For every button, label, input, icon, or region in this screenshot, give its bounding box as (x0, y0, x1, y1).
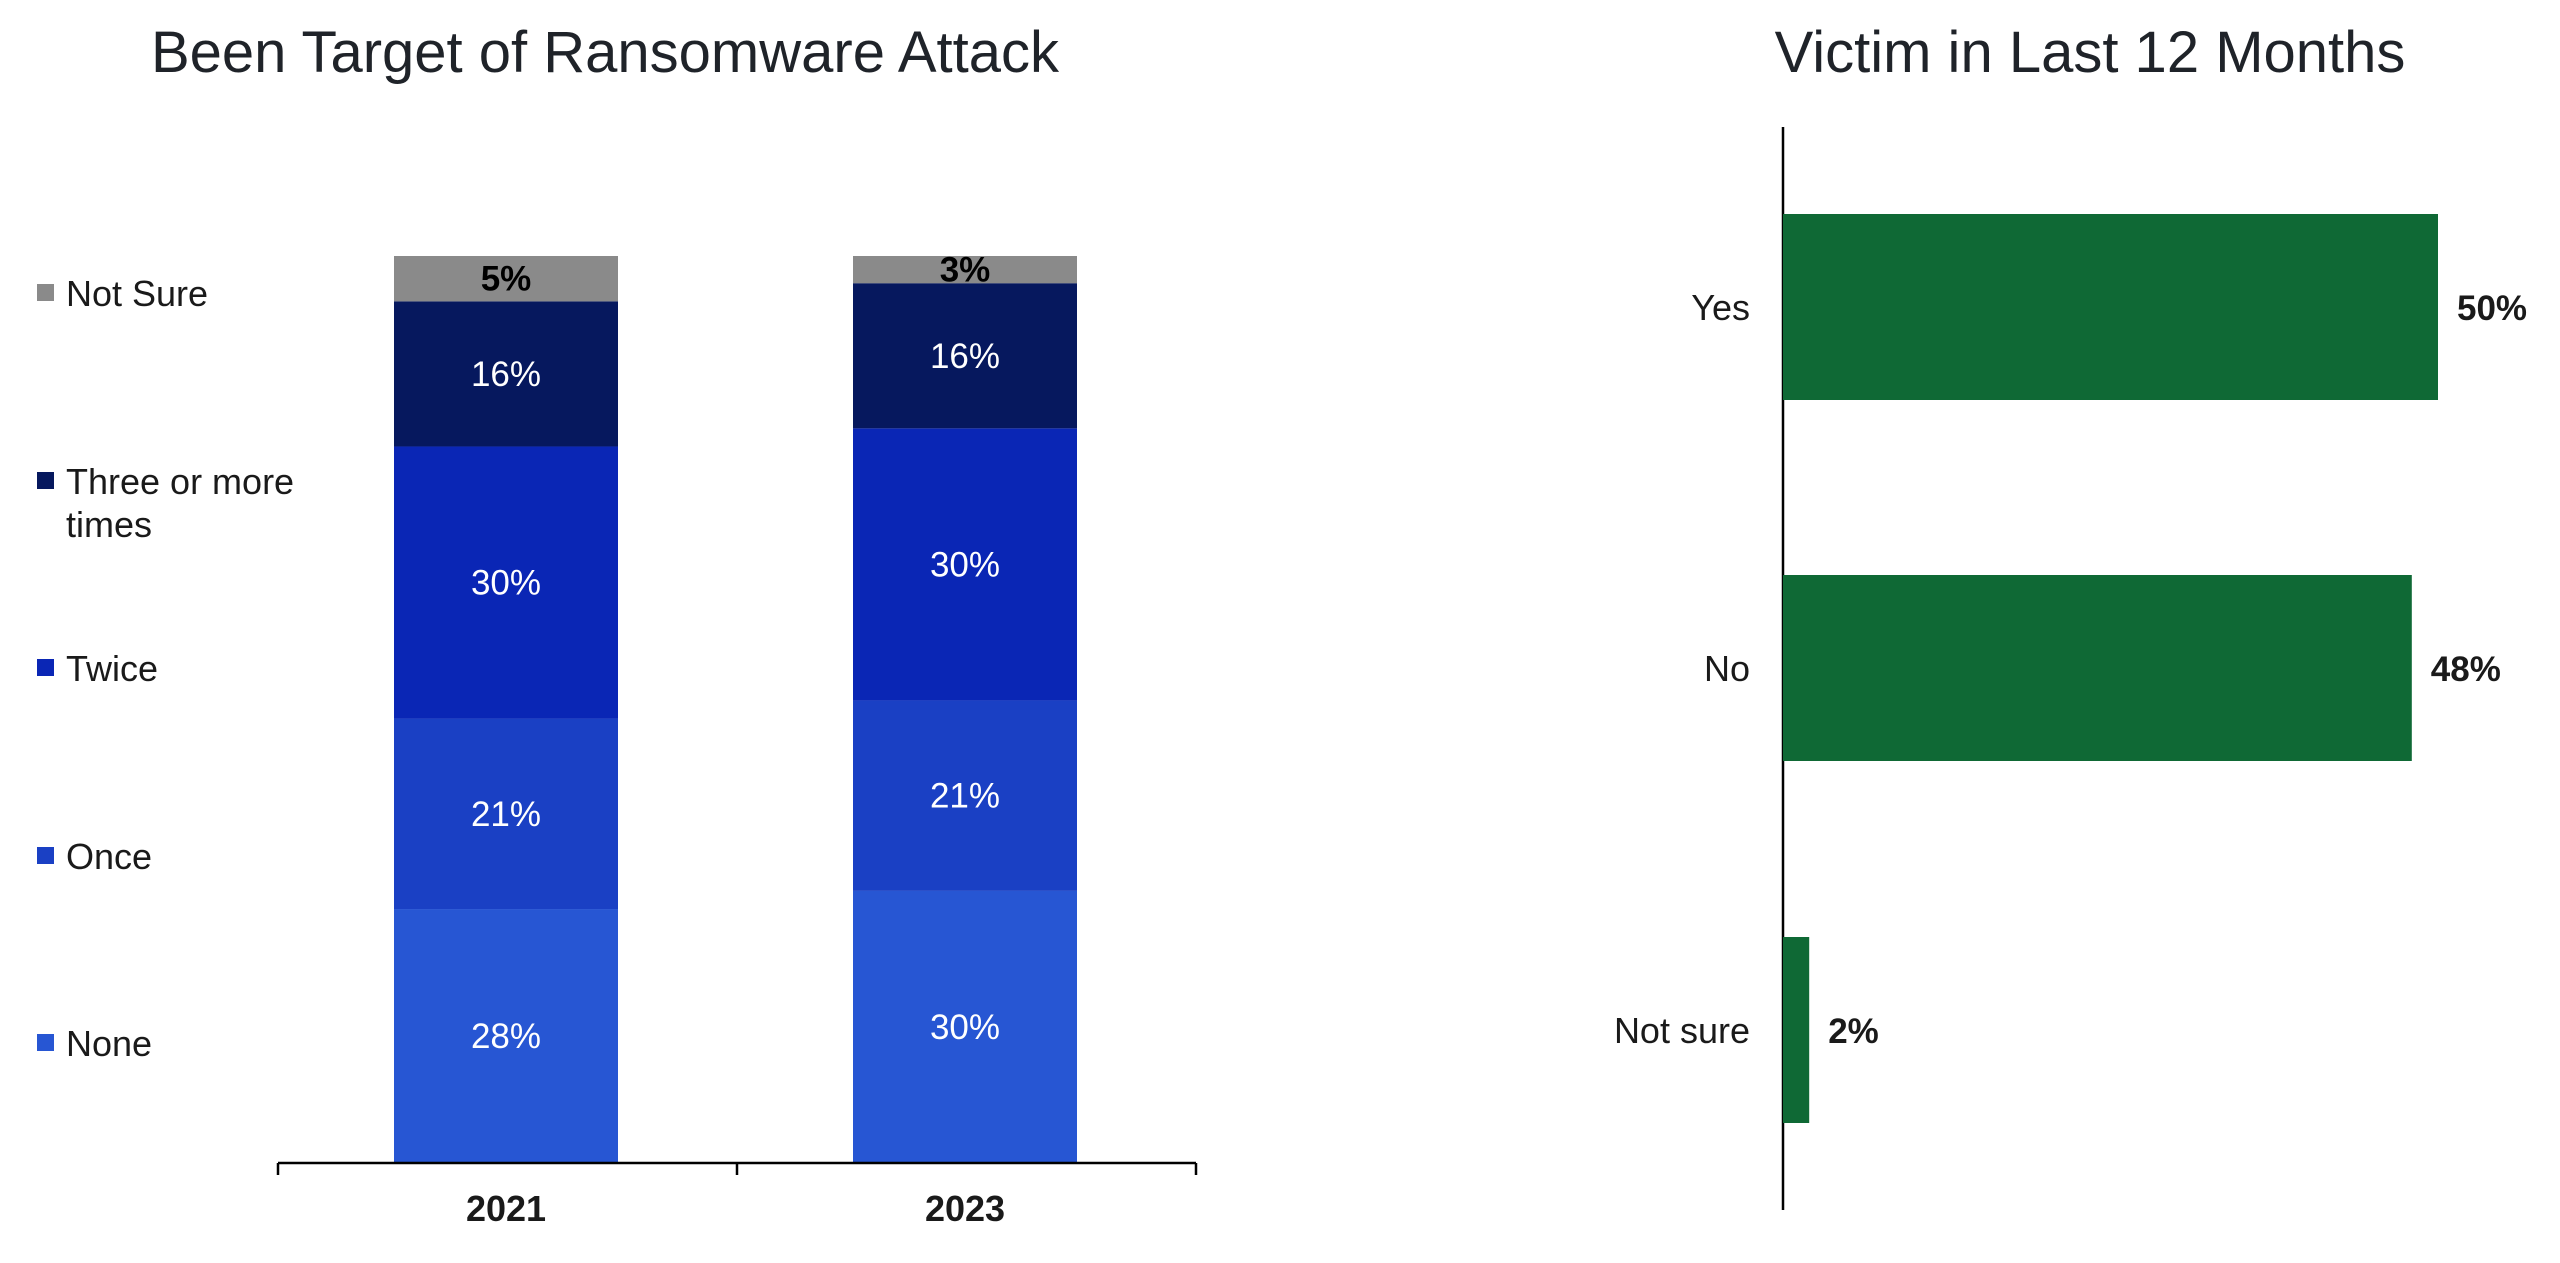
category-label-no: No (1704, 648, 1750, 689)
data-label-2023-twice: 30% (930, 545, 1000, 584)
legend-swatch-none (37, 1034, 54, 1051)
legend-swatch-twice (37, 659, 54, 676)
stacked-bar-chart: Been Target of Ransomware Attack Not Sur… (37, 20, 1198, 1229)
value-label-not-sure: 2% (1828, 1012, 1879, 1051)
legend-label-none: None (66, 1023, 152, 1064)
x-axis: 2021 2023 (276, 1161, 1198, 1229)
legend-label-twice: Twice (66, 648, 158, 689)
horizontal-bar-chart: Victim in Last 12 Months Yes 50% No 48% Not … (1614, 20, 2527, 1210)
data-label-2021-once: 21% (471, 795, 541, 834)
x-tick-label-2023: 2023 (925, 1188, 1005, 1229)
bar-segment-2023-three-or-more-times (853, 283, 1077, 429)
data-label-2023-not-sure: 3% (940, 251, 991, 290)
data-label-2021-none: 28% (471, 1017, 541, 1056)
data-label-2023-none: 30% (930, 1008, 1000, 1047)
legend-label-three-or-more-times: Three or more times (66, 461, 294, 545)
bar-segment-2023-none (853, 890, 1077, 1163)
bar-segment-2023-twice (853, 428, 1077, 701)
bar-yes (1783, 214, 2438, 400)
value-label-yes: 50% (2457, 289, 2527, 328)
chart-title-ransomware: Been Target of Ransomware Attack (151, 20, 1060, 85)
bar-segment-2023-not-sure (853, 256, 1077, 284)
category-label-yes: Yes (1691, 287, 1750, 328)
data-label-2021-not-sure: 5% (481, 260, 532, 299)
bar-segment-2021-not-sure (394, 256, 618, 302)
bar-segment-2021-once (394, 718, 618, 910)
chart-title-victim: Victim in Last 12 Months (1775, 20, 2406, 85)
bar-segment-2023-once (853, 700, 1077, 891)
x-tick-label-2021: 2021 (466, 1188, 546, 1229)
legend-swatch-not-sure (37, 284, 54, 301)
bar-segment-2021-three-or-more-times (394, 301, 618, 447)
legend: Not Sure Three or more times Twice Once None (37, 273, 294, 1064)
value-label-no: 48% (2431, 650, 2501, 689)
data-label-2021-three-or-more-times: 16% (471, 355, 541, 394)
stacked-bars: 28% 21% 30% 16% 5% 30% 21% 30% 16% 3% (394, 251, 1077, 1163)
data-label-2023-three-or-more-times: 16% (930, 337, 1000, 376)
legend-label-once: Once (66, 836, 152, 877)
legend-swatch-once (37, 847, 54, 864)
bar-segment-2021-twice (394, 446, 618, 719)
bar-no (1783, 575, 2412, 761)
bar-segment-2021-none (394, 909, 618, 1163)
bar-not-sure (1783, 937, 1810, 1123)
category-label-not-sure: Not sure (1614, 1010, 1750, 1051)
horizontal-bars: Yes 50% No 48% Not sure 2% (1614, 127, 2527, 1210)
legend-swatch-three-or-more-times (37, 472, 54, 489)
data-label-2023-once: 21% (930, 777, 1000, 816)
data-label-2021-twice: 30% (471, 564, 541, 603)
legend-label-not-sure: Not Sure (66, 273, 208, 314)
